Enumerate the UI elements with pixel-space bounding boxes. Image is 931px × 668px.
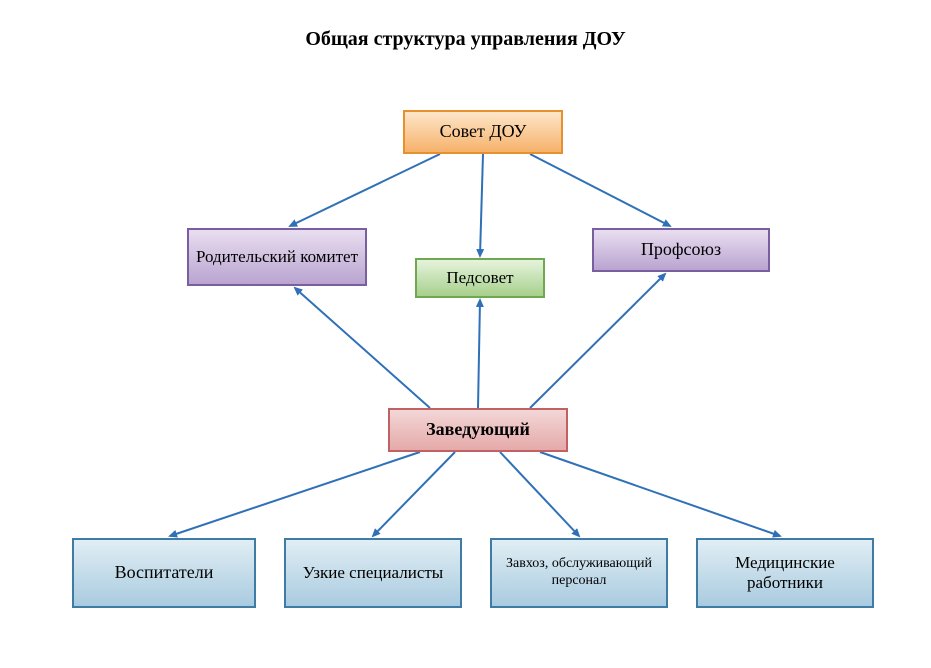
node-medical: Медицинские работники (696, 538, 874, 608)
edge-head-to-parents (295, 288, 430, 408)
edge-head-to-specialists (373, 452, 455, 536)
edge-council-to-parents (290, 154, 440, 226)
node-label: Завхоз, обслуживающий персонал (498, 556, 660, 590)
edge-head-to-medical (540, 452, 780, 536)
edge-head-to-pedsovet (478, 300, 480, 408)
node-zavhoz: Завхоз, обслуживающий персонал (490, 538, 668, 608)
node-council: Совет ДОУ (403, 110, 563, 154)
node-label: Совет ДОУ (440, 121, 527, 143)
edge-council-to-pedsovet (480, 154, 483, 256)
node-specialists: Узкие специалисты (284, 538, 462, 608)
edge-head-to-zavhoz (500, 452, 579, 536)
node-label: Заведующий (426, 419, 530, 441)
edge-council-to-union (530, 154, 670, 226)
edge-head-to-educators (170, 452, 420, 536)
node-parents: Родительский комитет (187, 228, 367, 286)
diagram-title: Общая структура управления ДОУ (0, 28, 931, 51)
node-union: Профсоюз (592, 228, 770, 272)
diagram-canvas: Общая структура управления ДОУ Совет ДОУ… (0, 0, 931, 668)
node-label: Медицинские работники (704, 553, 866, 594)
node-educators: Воспитатели (72, 538, 256, 608)
edge-head-to-union (530, 274, 665, 408)
node-label: Воспитатели (115, 562, 214, 584)
node-label: Профсоюз (641, 239, 721, 261)
node-label: Педсовет (446, 268, 513, 288)
node-label: Родительский комитет (196, 247, 358, 267)
node-head: Заведующий (388, 408, 568, 452)
node-label: Узкие специалисты (303, 563, 443, 583)
node-pedsovet: Педсовет (415, 258, 545, 298)
